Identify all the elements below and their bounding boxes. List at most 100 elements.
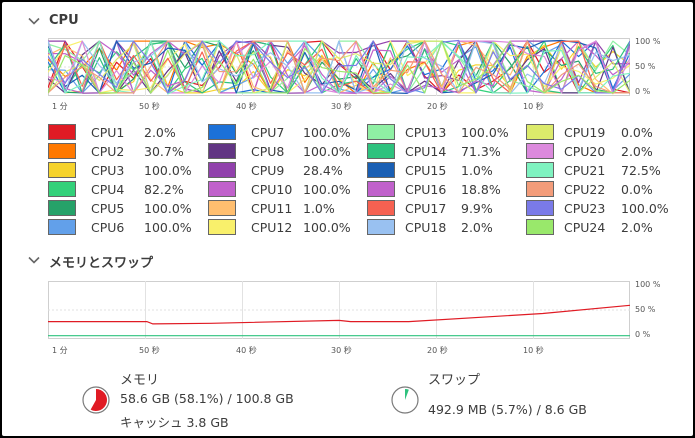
cpu-name: CPU9 xyxy=(251,163,285,178)
cpu-color-swatch[interactable] xyxy=(48,124,76,140)
cpu-legend-item[interactable]: CPU15 1.0% xyxy=(367,161,517,180)
cpu-color-swatch[interactable] xyxy=(208,162,236,178)
cpu-series-line xyxy=(48,40,630,94)
cpu-color-swatch[interactable] xyxy=(48,219,76,235)
cpu-color-swatch[interactable] xyxy=(48,162,76,178)
cpu-percent-tick: 100 % xyxy=(635,37,661,46)
cpu-usage-value: 100.0% xyxy=(303,182,351,197)
cpu-legend-item[interactable]: CPU24 2.0% xyxy=(526,218,676,237)
memory-usage-pie-icon xyxy=(82,386,110,414)
cpu-series-line xyxy=(48,40,630,94)
cpu-usage-value: 100.0% xyxy=(621,201,669,216)
cpu-color-swatch[interactable] xyxy=(367,143,395,159)
cpu-legend-item[interactable]: CPU12 100.0% xyxy=(208,218,358,237)
cpu-legend-item[interactable]: CPU19 0.0% xyxy=(526,123,676,142)
cpu-name: CPU2 xyxy=(91,144,125,159)
cpu-usage-value: 100.0% xyxy=(144,201,192,216)
cpu-section-header[interactable]: CPU xyxy=(2,10,302,32)
memory-time-tick: 20 秒 xyxy=(427,346,448,355)
chevron-down-icon xyxy=(28,256,40,264)
cpu-legend-item[interactable]: CPU22 0.0% xyxy=(526,180,676,199)
cpu-color-swatch[interactable] xyxy=(48,200,76,216)
cpu-color-swatch[interactable] xyxy=(526,124,554,140)
cpu-time-tick: 1 分 xyxy=(52,102,68,111)
cpu-usage-value: 100.0% xyxy=(144,220,192,235)
cpu-color-swatch[interactable] xyxy=(208,143,236,159)
cpu-color-swatch[interactable] xyxy=(526,162,554,178)
cpu-usage-value: 100.0% xyxy=(303,125,351,140)
cpu-name: CPU7 xyxy=(251,125,285,140)
cpu-color-swatch[interactable] xyxy=(367,200,395,216)
cpu-legend-item[interactable]: CPU16 18.8% xyxy=(367,180,517,199)
cpu-usage-value: 2.0% xyxy=(144,125,176,140)
cpu-color-swatch[interactable] xyxy=(367,162,395,178)
cpu-percent-tick: 50 % xyxy=(635,62,656,71)
memory-series-line xyxy=(48,304,630,325)
cpu-usage-value: 82.2% xyxy=(144,182,184,197)
cpu-name: CPU11 xyxy=(251,201,293,216)
cpu-name: CPU4 xyxy=(91,182,125,197)
cpu-legend-item[interactable]: CPU21 72.5% xyxy=(526,161,676,180)
memory-percent-tick: 0 % xyxy=(635,330,651,339)
cpu-legend-item[interactable]: CPU20 2.0% xyxy=(526,142,676,161)
cpu-usage-value: 28.4% xyxy=(303,163,343,178)
cpu-legend-item[interactable]: CPU7 100.0% xyxy=(208,123,358,142)
cpu-color-swatch[interactable] xyxy=(526,181,554,197)
cpu-color-swatch[interactable] xyxy=(208,219,236,235)
cpu-usage-value: 9.9% xyxy=(461,201,493,216)
cpu-color-swatch[interactable] xyxy=(208,200,236,216)
cpu-color-swatch[interactable] xyxy=(48,143,76,159)
memory-cache-text: キャッシュ 3.8 GB xyxy=(120,415,229,430)
cpu-legend-item[interactable]: CPU13 100.0% xyxy=(367,123,517,142)
cpu-name: CPU22 xyxy=(564,182,606,197)
memory-time-tick: 1 分 xyxy=(52,346,68,355)
cpu-name: CPU17 xyxy=(405,201,447,216)
cpu-legend-item[interactable]: CPU23 100.0% xyxy=(526,199,676,218)
cpu-color-swatch[interactable] xyxy=(526,200,554,216)
cpu-name: CPU21 xyxy=(564,163,606,178)
cpu-name: CPU14 xyxy=(405,144,447,159)
memory-history-graph xyxy=(48,281,630,339)
cpu-legend-item[interactable]: CPU1 2.0% xyxy=(48,123,198,142)
cpu-name: CPU18 xyxy=(405,220,447,235)
cpu-color-swatch[interactable] xyxy=(208,181,236,197)
cpu-color-swatch[interactable] xyxy=(48,181,76,197)
cpu-usage-value: 100.0% xyxy=(461,125,509,140)
cpu-legend-item[interactable]: CPU8 100.0% xyxy=(208,142,358,161)
cpu-legend-item[interactable]: CPU17 9.9% xyxy=(367,199,517,218)
cpu-time-tick: 50 秒 xyxy=(139,102,160,111)
cpu-usage-value: 2.0% xyxy=(461,220,493,235)
cpu-usage-value: 0.0% xyxy=(621,125,653,140)
memory-section-title: メモリとスワップ xyxy=(49,256,154,271)
cpu-usage-value: 71.3% xyxy=(461,144,501,159)
cpu-series-line xyxy=(48,40,630,94)
memory-section-header[interactable]: メモリとスワップ xyxy=(2,249,302,271)
chevron-down-icon xyxy=(28,17,40,25)
cpu-legend-item[interactable]: CPU10 100.0% xyxy=(208,180,358,199)
cpu-usage-value: 0.0% xyxy=(621,182,653,197)
memory-usage-text: 58.6 GB (58.1%) / 100.8 GB xyxy=(120,391,294,406)
cpu-color-swatch[interactable] xyxy=(526,143,554,159)
cpu-color-swatch[interactable] xyxy=(367,181,395,197)
cpu-legend-item[interactable]: CPU2 30.7% xyxy=(48,142,198,161)
memory-time-tick: 10 秒 xyxy=(523,346,544,355)
cpu-legend-item[interactable]: CPU3 100.0% xyxy=(48,161,198,180)
cpu-color-swatch[interactable] xyxy=(367,219,395,235)
cpu-color-swatch[interactable] xyxy=(526,219,554,235)
cpu-legend-item[interactable]: CPU6 100.0% xyxy=(48,218,198,237)
cpu-color-swatch[interactable] xyxy=(367,124,395,140)
cpu-legend-item[interactable]: CPU9 28.4% xyxy=(208,161,358,180)
cpu-legend-item[interactable]: CPU5 100.0% xyxy=(48,199,198,218)
cpu-usage-value: 100.0% xyxy=(303,220,351,235)
cpu-color-swatch[interactable] xyxy=(208,124,236,140)
cpu-series-line xyxy=(48,39,630,94)
swap-label: スワップ xyxy=(428,373,481,388)
cpu-name: CPU13 xyxy=(405,125,447,140)
cpu-legend-item[interactable]: CPU4 82.2% xyxy=(48,180,198,199)
cpu-legend-item[interactable]: CPU18 2.0% xyxy=(367,218,517,237)
cpu-percent-tick: 0 % xyxy=(635,87,651,96)
cpu-series-line xyxy=(48,40,630,95)
cpu-legend-item[interactable]: CPU14 71.3% xyxy=(367,142,517,161)
cpu-legend-item[interactable]: CPU11 1.0% xyxy=(208,199,358,218)
cpu-usage-value: 30.7% xyxy=(144,144,184,159)
